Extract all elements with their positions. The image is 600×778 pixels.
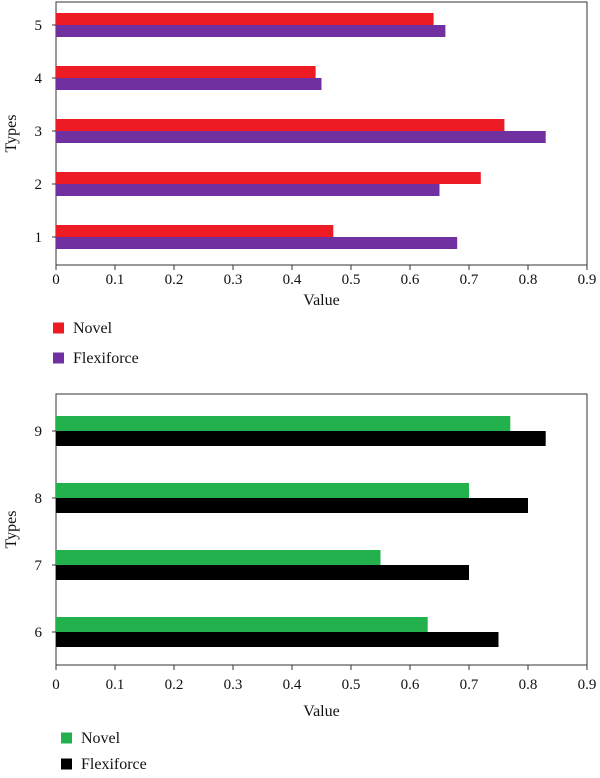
y-tick-label-7: 7	[35, 558, 43, 574]
bar-flexiforce-type-9	[56, 431, 546, 446]
x-tick-label: 0.7	[460, 272, 479, 288]
x-tick-label: 0	[52, 677, 60, 693]
legend-swatch-novel	[61, 732, 72, 744]
x-tick-label: 0	[52, 272, 60, 288]
y-tick-label-6: 6	[35, 625, 43, 641]
x-tick-label: 0.1	[106, 677, 125, 693]
x-tick-label: 0.5	[342, 677, 361, 693]
x-tick-label: 0.4	[283, 677, 302, 693]
plot-frame	[55, 393, 588, 666]
bar-novel-type-1	[56, 225, 334, 237]
bar-flexiforce-type-7	[56, 565, 469, 580]
legend: Novel Flexiforce	[53, 320, 139, 367]
bar-novel-type-6	[56, 617, 428, 632]
x-tick-label: 0.1	[106, 272, 125, 288]
legend-label-novel: Novel	[73, 320, 113, 337]
legend-label-flexiforce: Flexiforce	[73, 350, 139, 367]
y-tick-label-1: 1	[35, 230, 43, 246]
x-tick-label: 0.8	[519, 677, 538, 693]
bar-flexiforce-type-3	[56, 131, 546, 143]
x-tick-label: 0.9	[578, 677, 597, 693]
bar-novel-type-8	[56, 483, 469, 498]
bar-flexiforce-type-2	[56, 184, 440, 196]
x-tick-label: 0.2	[165, 677, 184, 693]
legend-swatch-novel	[53, 322, 64, 334]
bar-flexiforce-type-1	[56, 237, 458, 249]
x-tick-label: 0.3	[224, 272, 243, 288]
chart-2: 6 7 8 9 0 0.1 0.2 0.3 0.4 0.5 0.6 0.7 0.8 0.9 Value Typ…	[3, 393, 597, 773]
x-tick-label: 0.6	[401, 677, 420, 693]
bar-novel-type-7	[56, 550, 381, 565]
chart-1: 1 2 3 4 5 0 0.1 0.2 0.3 0.4 0.5 0.6 0.7 0.8 0.9 Value Ty…	[3, 1, 597, 367]
x-tick-label: 0.2	[165, 272, 184, 288]
x-tick-label: 0.7	[460, 677, 479, 693]
bar-novel-type-9	[56, 416, 511, 431]
y-tick-label-4: 4	[35, 71, 43, 87]
x-tick-label: 0.8	[519, 272, 538, 288]
bar-novel-type-5	[56, 13, 434, 25]
bar-novel-type-2	[56, 172, 481, 184]
x-tick-label: 0.3	[224, 677, 243, 693]
legend: Novel Flexiforce	[61, 730, 147, 773]
bar-novel-type-4	[56, 66, 316, 78]
x-tick-label: 0.4	[283, 272, 302, 288]
bar-novel-type-3	[56, 119, 505, 131]
bar-flexiforce-type-6	[56, 632, 499, 647]
x-axis-title: Value	[303, 292, 339, 309]
y-tick-label-9: 9	[35, 424, 43, 440]
y-axis-title: Types	[3, 115, 20, 153]
x-axis-title: Value	[303, 703, 339, 720]
x-tick-label: 0.5	[342, 272, 361, 288]
legend-swatch-flexiforce	[53, 352, 64, 364]
x-tick-label: 0.9	[578, 272, 597, 288]
x-tick-label: 0.6	[401, 272, 420, 288]
y-axis-title: Types	[3, 511, 20, 549]
y-tick-label-2: 2	[35, 177, 43, 193]
legend-swatch-flexiforce	[61, 758, 72, 770]
legend-label-flexiforce: Flexiforce	[81, 756, 147, 773]
bar-flexiforce-type-8	[56, 498, 528, 513]
y-tick-label-3: 3	[35, 124, 43, 140]
y-tick-label-5: 5	[35, 18, 43, 34]
y-tick-label-8: 8	[35, 491, 43, 507]
bar-flexiforce-type-5	[56, 25, 446, 37]
legend-label-novel: Novel	[81, 730, 121, 747]
bar-flexiforce-type-4	[56, 78, 322, 90]
